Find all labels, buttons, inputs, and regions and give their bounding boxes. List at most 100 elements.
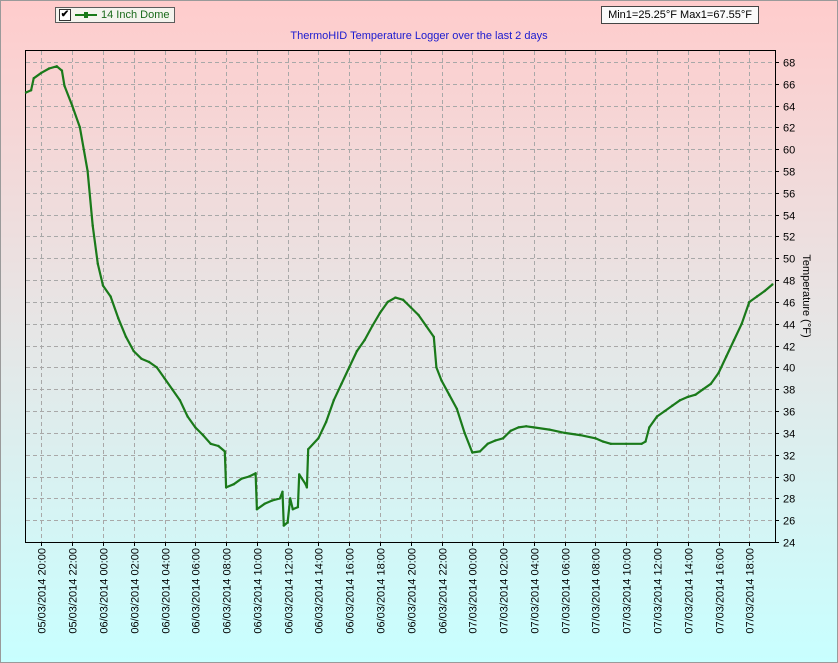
- y-tick-label: 40: [783, 363, 795, 375]
- data-point: [209, 442, 212, 445]
- data-point: [305, 486, 309, 489]
- data-point: [296, 505, 300, 509]
- y-tick-label: 42: [783, 342, 795, 354]
- data-point: [694, 393, 697, 396]
- x-tick-label: 06/03/2014 20:00: [407, 548, 419, 634]
- data-point: [601, 440, 605, 443]
- data-point: [255, 508, 259, 511]
- y-tick-label: 34: [783, 429, 795, 441]
- data-point: [124, 335, 128, 339]
- data-point: [224, 486, 228, 489]
- data-point: [717, 371, 720, 375]
- data-point: [282, 524, 285, 527]
- data-point: [486, 442, 489, 445]
- data-point: [563, 431, 566, 435]
- data-point: [307, 448, 310, 451]
- data-point: [332, 399, 335, 402]
- x-tick-label: 05/03/2014 22:00: [68, 548, 80, 634]
- data-point: [298, 473, 301, 476]
- data-point: [432, 335, 435, 339]
- y-tick-label: 38: [783, 385, 795, 397]
- data-point: [594, 437, 597, 440]
- y-tick-label: 44: [783, 320, 795, 332]
- data-point: [101, 284, 105, 287]
- x-tick-label: 07/03/2014 08:00: [591, 548, 603, 634]
- x-tick-label: 06/03/2014 00:00: [99, 548, 111, 634]
- data-point: [281, 490, 284, 493]
- plot-area-border: [25, 50, 776, 543]
- data-point: [348, 366, 351, 369]
- x-tick-label: 06/03/2014 16:00: [345, 548, 357, 634]
- y-tick-label: 54: [783, 211, 795, 223]
- x-tick-label: 06/03/2014 04:00: [161, 548, 173, 634]
- y-tick-label: 28: [783, 494, 795, 506]
- data-point: [371, 324, 374, 328]
- legend-checkbox[interactable]: ✔: [59, 9, 71, 21]
- y-tick-label: 50: [783, 254, 795, 266]
- data-point: [644, 440, 647, 443]
- data-point: [763, 289, 766, 293]
- data-point: [96, 262, 100, 265]
- data-point: [40, 71, 43, 75]
- data-point: [417, 313, 420, 317]
- x-tick-label: 06/03/2014 08:00: [222, 548, 234, 634]
- data-point: [340, 382, 343, 385]
- series-layer: [24, 65, 774, 527]
- x-tick-label: 06/03/2014 02:00: [130, 548, 142, 634]
- data-point: [263, 502, 266, 505]
- data-point: [355, 349, 359, 353]
- legend-line-icon: [75, 12, 97, 18]
- y-tick-label: 32: [783, 451, 795, 463]
- data-point: [378, 311, 382, 315]
- data-point: [525, 425, 528, 428]
- data-point: [71, 104, 74, 107]
- data-point: [478, 450, 482, 453]
- x-tick-label: 07/03/2014 02:00: [499, 548, 511, 634]
- data-point: [425, 324, 428, 328]
- data-point: [401, 298, 405, 301]
- data-point: [678, 399, 682, 402]
- data-point: [55, 65, 58, 68]
- data-point: [178, 399, 182, 402]
- x-tick-label: 06/03/2014 22:00: [438, 548, 450, 634]
- data-point: [155, 366, 158, 369]
- data-point: [501, 437, 505, 440]
- data-point: [455, 407, 459, 411]
- legend[interactable]: ✔ 14 Inch Dome: [55, 7, 176, 23]
- x-tick-label: 07/03/2014 12:00: [653, 548, 665, 634]
- y-tick-label: 52: [783, 232, 795, 244]
- data-point: [109, 295, 112, 298]
- chart-title: ThermoHID Temperature Logger over the la…: [290, 30, 548, 42]
- data-point: [86, 169, 89, 173]
- x-tick-label: 06/03/2014 10:00: [253, 548, 265, 634]
- data-point: [201, 433, 205, 437]
- data-point: [186, 415, 189, 418]
- data-point: [171, 388, 174, 391]
- y-tick-label: 68: [783, 58, 795, 70]
- data-point: [232, 483, 235, 486]
- grid-lines: [26, 51, 775, 543]
- data-point: [625, 442, 628, 445]
- legend-label: 14 Inch Dome: [101, 9, 170, 21]
- y-tick-label: 64: [783, 102, 795, 114]
- data-point: [278, 497, 282, 500]
- data-point: [609, 442, 612, 445]
- y-tick-label: 48: [783, 276, 795, 288]
- data-point: [771, 283, 774, 286]
- y-tick-label: 30: [783, 473, 795, 485]
- y-tick-label: 24: [783, 538, 795, 550]
- data-point: [655, 415, 659, 418]
- y-tick-label: 58: [783, 167, 795, 179]
- data-point: [494, 439, 497, 442]
- x-tick-label: 06/03/2014 18:00: [376, 548, 388, 634]
- data-point: [548, 428, 551, 431]
- data-point: [640, 442, 643, 445]
- x-tick-label: 07/03/2014 16:00: [715, 548, 727, 634]
- data-point: [147, 360, 151, 364]
- data-point: [286, 521, 289, 524]
- data-point: [289, 497, 292, 500]
- x-tick-label: 07/03/2014 18:00: [745, 548, 757, 634]
- y-tick-label: 60: [783, 145, 795, 157]
